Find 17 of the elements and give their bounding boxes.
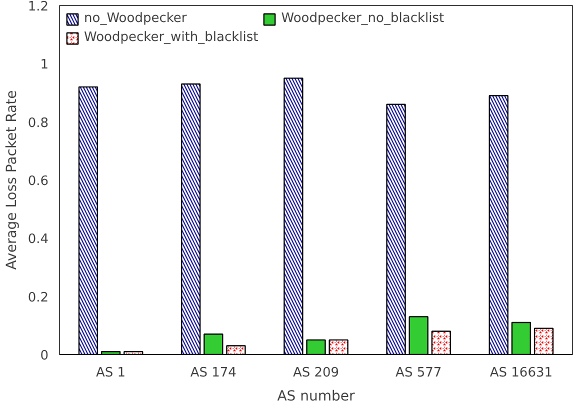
legend-label: no_Woodpecker — [84, 11, 187, 26]
y-tick-label: 1 — [40, 58, 49, 73]
y-tick-label: 0.4 — [28, 232, 49, 248]
y-axis-title: Average Loss Packet Rate — [4, 90, 20, 270]
y-tick-label: 0.8 — [28, 116, 49, 131]
x-tick-label: AS 174 — [190, 366, 236, 380]
legend-label: Woodpecker_with_blacklist — [84, 30, 258, 45]
y-tick-label: 0 — [40, 348, 49, 364]
x-tick-label: AS 16631 — [490, 366, 553, 380]
x-tick-label: AS 577 — [396, 366, 442, 380]
legend-label: Woodpecker_no_blacklist — [281, 11, 444, 26]
y-tick-label: 0.6 — [28, 174, 49, 189]
x-axis-title: AS number — [277, 388, 356, 404]
y-tick-label: 1.2 — [28, 0, 49, 14]
y-tick-label: 0.2 — [28, 290, 49, 306]
x-tick-label: AS 209 — [292, 366, 340, 380]
x-tick-label: AS 1 — [96, 366, 126, 380]
